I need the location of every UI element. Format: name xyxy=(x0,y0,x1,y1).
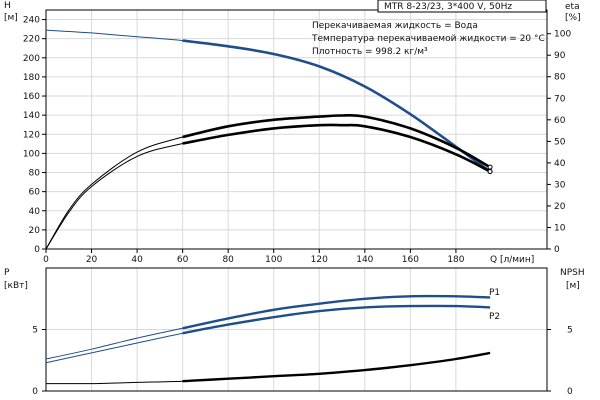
power-p1-curve-duty-range xyxy=(182,294,491,330)
npsh-curve-full xyxy=(45,352,491,385)
top-chart-frame xyxy=(45,9,548,250)
top-x-tick-label: 160 xyxy=(402,255,419,265)
top-x-tick-label: 100 xyxy=(265,255,282,265)
top-x-tick-label: 20 xyxy=(86,255,98,265)
bottom-y-right-tick-label: 0 xyxy=(567,387,573,397)
top-y-right-tick-label: 30 xyxy=(554,180,566,190)
top-y-left-tick-label: 180 xyxy=(23,73,40,83)
top-y-left-tick-label: 140 xyxy=(23,111,40,121)
bottom-left-axis-unit: [кВт] xyxy=(4,281,28,291)
top-y-left-tick-label: 0 xyxy=(34,245,40,255)
x-axis-label: Q [л/мин] xyxy=(490,255,534,265)
efficiency-curve-outer-full xyxy=(45,114,491,250)
series-label-p1: P1 xyxy=(489,288,500,298)
model-title: MTR 8-23/23, 3*400 V, 50Hz xyxy=(384,2,512,12)
top-y-left-tick-label: 120 xyxy=(23,130,40,140)
top-x-tick-label: 60 xyxy=(177,255,189,265)
efficiency-curve-outer-duty-range xyxy=(182,113,491,169)
power-p2-curve-duty-range xyxy=(182,304,491,335)
top-x-tick-label: 120 xyxy=(311,255,328,265)
top-left-axis-title: H xyxy=(4,1,11,11)
bottom-y-left-tick-label: 0 xyxy=(32,387,38,397)
top-y-right-tick-label: 90 xyxy=(554,51,566,61)
note-density: Плотность = 998.2 кг/м³ xyxy=(312,47,428,57)
power-p2-curve-full xyxy=(45,305,491,364)
top-x-tick-label: 0 xyxy=(43,255,49,265)
top-x-tick-label: 40 xyxy=(131,255,143,265)
top-y-left-tick-label: 160 xyxy=(23,92,40,102)
top-y-right-tick-label: 100 xyxy=(554,30,571,40)
top-y-left-tick-label: 20 xyxy=(29,226,41,236)
note-liquid: Перекачиваемая жидкость = Вода xyxy=(312,21,478,31)
top-y-right-tick-label: 50 xyxy=(554,137,566,147)
top-left-axis-unit: [м] xyxy=(4,13,18,23)
top-y-left-tick-label: 40 xyxy=(29,207,41,217)
top-x-tick-label: 80 xyxy=(222,255,234,265)
note-temperature: Температура перекачиваемой жидкости = 20… xyxy=(311,34,545,44)
bottom-right-axis-title: NPSH xyxy=(560,268,585,278)
bottom-right-axis-unit: [м] xyxy=(566,281,580,291)
npsh-curve-duty-range xyxy=(182,351,491,383)
top-chart-grid xyxy=(45,10,547,250)
top-y-left-tick-label: 100 xyxy=(23,149,40,159)
top-right-axis-title: eta xyxy=(565,2,580,12)
top-y-left-tick-label: 240 xyxy=(23,16,40,26)
model-title-box xyxy=(377,0,547,13)
efficiency-curve-inner-duty-range xyxy=(182,123,491,173)
efficiency-curve-inner-end-point xyxy=(487,168,493,174)
top-y-right-tick-label: 0 xyxy=(554,245,560,255)
bottom-chart-grid xyxy=(45,268,547,392)
top-y-left-tick-label: 220 xyxy=(23,35,40,45)
bottom-chart-ticks: 0 5 0 5 xyxy=(32,326,573,398)
top-right-axis-unit: [%] xyxy=(565,13,581,23)
efficiency-curve-inner-full xyxy=(45,124,491,250)
top-chart-ticks: 0 20 40 60 80 100 120 140 160 1800204060801001201… xyxy=(23,16,572,265)
efficiency-curve-outer-end-point xyxy=(487,164,493,170)
bottom-chart-series xyxy=(45,294,491,385)
top-y-right-tick-label: 60 xyxy=(554,116,566,126)
top-y-left-tick-label: 80 xyxy=(29,169,41,179)
bottom-left-axis-title: P xyxy=(4,268,10,278)
head-curve-duty-range xyxy=(182,39,491,173)
bottom-y-right-tick-label: 5 xyxy=(567,326,573,336)
top-y-right-tick-label: 80 xyxy=(554,73,566,83)
top-y-right-tick-label: 40 xyxy=(554,159,566,169)
top-y-left-tick-label: 200 xyxy=(23,54,40,64)
top-y-right-tick-label: 70 xyxy=(554,94,566,104)
top-y-right-tick-label: 20 xyxy=(554,202,566,212)
bottom-y-left-tick-label: 5 xyxy=(32,326,38,336)
top-y-right-tick-label: 10 xyxy=(554,223,566,233)
top-x-tick-label: 140 xyxy=(356,255,373,265)
series-label-p2: P2 xyxy=(489,312,500,322)
top-x-tick-label: 180 xyxy=(447,255,464,265)
top-y-left-tick-label: 60 xyxy=(29,188,41,198)
top-chart-series xyxy=(45,29,493,250)
